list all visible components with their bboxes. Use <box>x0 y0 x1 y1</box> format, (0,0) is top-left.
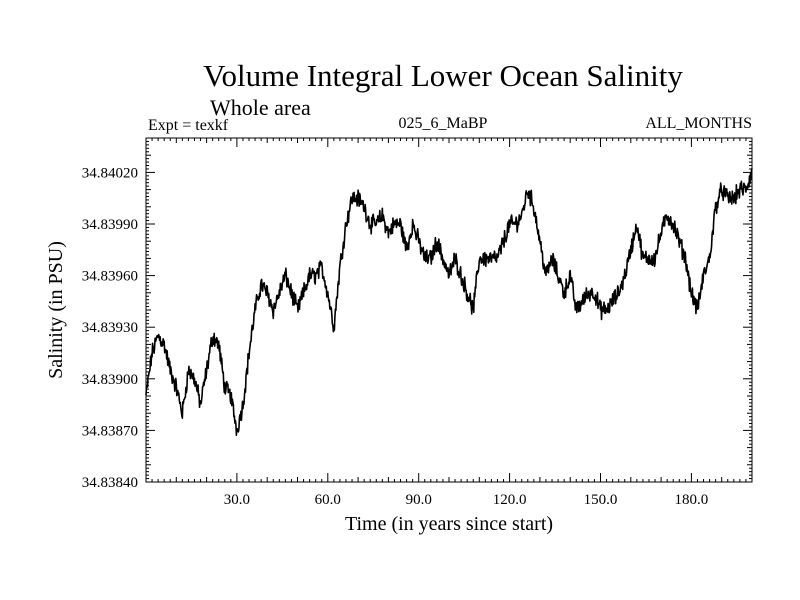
x-tick-label: 30.0 <box>224 492 250 508</box>
chart-title: Volume Integral Lower Ocean Salinity <box>203 58 683 93</box>
expt-label: Expt = texkf <box>148 117 229 134</box>
y-tick-label: 34.83990 <box>82 217 138 233</box>
y-axis-label: Salinity (in PSU) <box>45 241 67 379</box>
y-tick-label: 34.83900 <box>82 372 138 388</box>
x-axis-label: Time (in years since start) <box>345 513 553 535</box>
x-axis: 30.0 60.0 90.0 120.0 150.0 180.0 <box>145 138 753 508</box>
series-line-salinity <box>145 168 753 436</box>
y-tick-label: 34.84020 <box>82 165 138 181</box>
y-tick-label: 34.83930 <box>82 320 138 336</box>
series-group <box>145 168 753 436</box>
x-tick-label: 180.0 <box>675 492 709 508</box>
y-axis: 34.83840 34.83870 34.83900 34.83930 34.83960… <box>82 137 752 491</box>
x-tick-label: 150.0 <box>584 492 618 508</box>
y-tick-label: 34.83840 <box>82 475 138 491</box>
y-tick-label: 34.83960 <box>82 269 138 285</box>
x-tick-label: 60.0 <box>315 492 341 508</box>
months-label: ALL_MONTHS <box>645 115 752 132</box>
x-tick-label: 90.0 <box>406 492 432 508</box>
x-tick-label: 120.0 <box>493 492 527 508</box>
chart-subtitle: Whole area <box>210 95 311 120</box>
y-tick-label: 34.83870 <box>82 423 138 439</box>
run-label: 025_6_MaBP <box>398 115 488 132</box>
